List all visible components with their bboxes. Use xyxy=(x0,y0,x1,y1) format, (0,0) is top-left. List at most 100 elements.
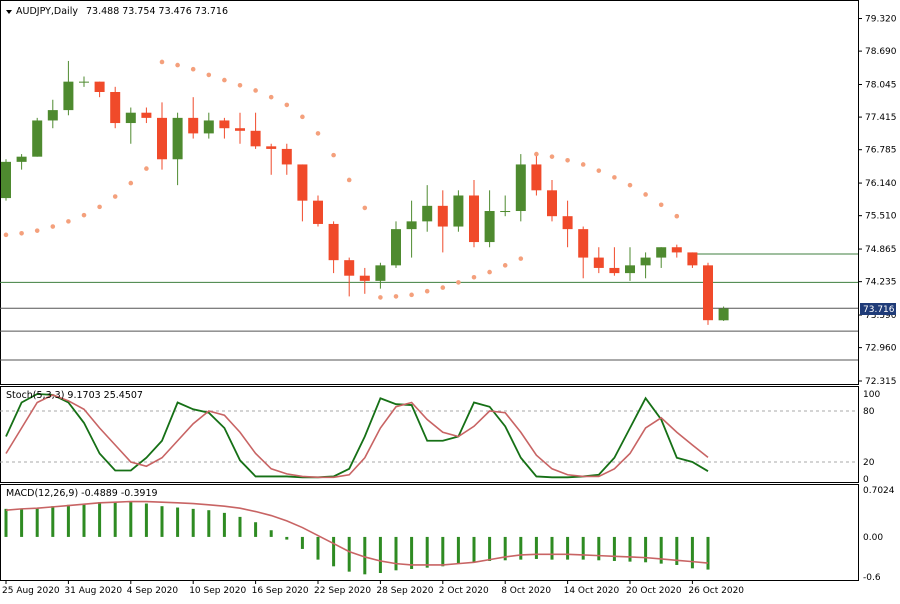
candle-body xyxy=(484,211,495,243)
price-tick-label: 72.315 xyxy=(865,377,897,387)
sar-dot xyxy=(331,152,336,158)
chevron-down-icon[interactable] xyxy=(6,10,12,14)
sar-dot xyxy=(222,77,227,83)
candle-body xyxy=(656,247,667,258)
candle-body xyxy=(703,265,713,321)
candle-body xyxy=(47,110,58,121)
candle-body xyxy=(625,265,635,274)
date-tick-label: 25 Aug 2020 xyxy=(2,586,60,596)
sar-dot xyxy=(19,230,24,236)
price-tick-label: 77.415 xyxy=(865,113,897,123)
candle-body xyxy=(79,81,89,83)
sar-dot xyxy=(50,224,56,229)
candle-body xyxy=(640,257,651,266)
sar-dot xyxy=(159,59,165,65)
candle-body xyxy=(219,120,230,129)
sar-dot xyxy=(658,202,664,208)
candle-body xyxy=(359,275,370,281)
candle-body xyxy=(266,146,277,149)
sar-dot xyxy=(300,114,305,120)
candle-body xyxy=(422,205,433,222)
sar-dot xyxy=(175,62,180,68)
date-tick-label: 4 Sep 2020 xyxy=(127,586,179,596)
sar-dot xyxy=(66,219,71,224)
candle-body xyxy=(547,190,557,217)
price-tick-label: 79.320 xyxy=(865,15,897,25)
sar-dot xyxy=(237,82,243,88)
candle-body xyxy=(110,91,121,124)
macd-pane[interactable] xyxy=(4,500,710,575)
stoch-pane[interactable] xyxy=(0,393,858,479)
date-tick-label: 2 Oct 2020 xyxy=(439,586,489,596)
candle-body xyxy=(609,267,620,274)
sar-dot xyxy=(440,285,446,290)
sar-dot xyxy=(112,194,118,199)
candle-body xyxy=(406,221,417,230)
macd-tick-label: 0.7024 xyxy=(863,486,895,496)
sar-dot xyxy=(393,294,399,299)
candle-body xyxy=(578,229,589,258)
macd-pane-frame xyxy=(0,484,859,581)
sar-dot xyxy=(362,205,368,211)
candle-body xyxy=(94,81,105,92)
price-pane[interactable] xyxy=(0,59,858,361)
main-pane-frame xyxy=(0,0,859,385)
macd-label: MACD(12,26,9) -0.4889 -0.3919 xyxy=(6,488,158,499)
sar-dot xyxy=(378,295,383,300)
price-tick-label: 74.865 xyxy=(865,245,897,255)
ohlc-readout: 73.488 73.754 73.476 73.716 xyxy=(86,6,228,17)
candle-body xyxy=(297,164,308,201)
date-tick-label: 31 Aug 2020 xyxy=(64,586,122,596)
candle-body xyxy=(172,117,183,160)
sar-dot xyxy=(565,158,570,163)
candle-body xyxy=(515,164,526,212)
sar-dot xyxy=(144,166,149,171)
sar-dot xyxy=(97,204,102,210)
sar-dot xyxy=(643,192,648,197)
candle-body xyxy=(469,195,479,243)
date-tick-label: 26 Oct 2020 xyxy=(688,586,744,596)
candle-body xyxy=(235,128,245,131)
sar-dot xyxy=(674,213,680,219)
candle-body xyxy=(375,265,386,281)
sar-dot xyxy=(315,131,321,136)
sar-dot xyxy=(612,175,617,180)
sar-dot xyxy=(502,263,508,268)
current-price-tag xyxy=(860,303,896,315)
candle-body xyxy=(391,229,401,266)
stoch-tick-label: 0 xyxy=(863,475,869,485)
candle-body xyxy=(671,247,682,253)
candle-body xyxy=(32,120,43,157)
candle-body xyxy=(141,112,152,118)
sar-dot xyxy=(190,66,196,72)
candle-body xyxy=(63,81,74,111)
price-tick-label: 78.690 xyxy=(865,47,897,57)
candle-body xyxy=(125,112,136,124)
sar-dot xyxy=(284,102,290,108)
price-tick-label: 74.235 xyxy=(865,278,897,288)
candle-body xyxy=(16,156,27,162)
sar-dot xyxy=(580,162,586,167)
stoch-signal-line xyxy=(5,393,709,479)
price-tick-label: 75.510 xyxy=(865,212,897,222)
price-tick-label: 78.045 xyxy=(865,80,897,90)
symbol-timeframe-label: AUDJPY,Daily xyxy=(16,6,78,17)
sar-dot xyxy=(409,292,414,298)
axes: 79.320 78.690 78.045 77.415 76.785 76.140 75.5… xyxy=(2,15,897,596)
sar-dot xyxy=(424,288,430,294)
sar-dot xyxy=(3,232,9,238)
date-tick-label: 10 Sep 2020 xyxy=(189,586,246,596)
stoch-pane-frame xyxy=(0,386,859,483)
candle-body xyxy=(344,260,355,276)
date-tick-label: 16 Sep 2020 xyxy=(252,586,309,596)
sar-dot xyxy=(253,88,258,93)
sar-dot xyxy=(268,94,274,100)
stoch-tick-label: 80 xyxy=(863,407,875,417)
sar-dot xyxy=(346,177,352,183)
sar-dot xyxy=(456,280,461,285)
candle-body xyxy=(313,200,323,224)
price-tick-label: 73.590 xyxy=(865,311,897,321)
candle-body xyxy=(500,211,511,213)
